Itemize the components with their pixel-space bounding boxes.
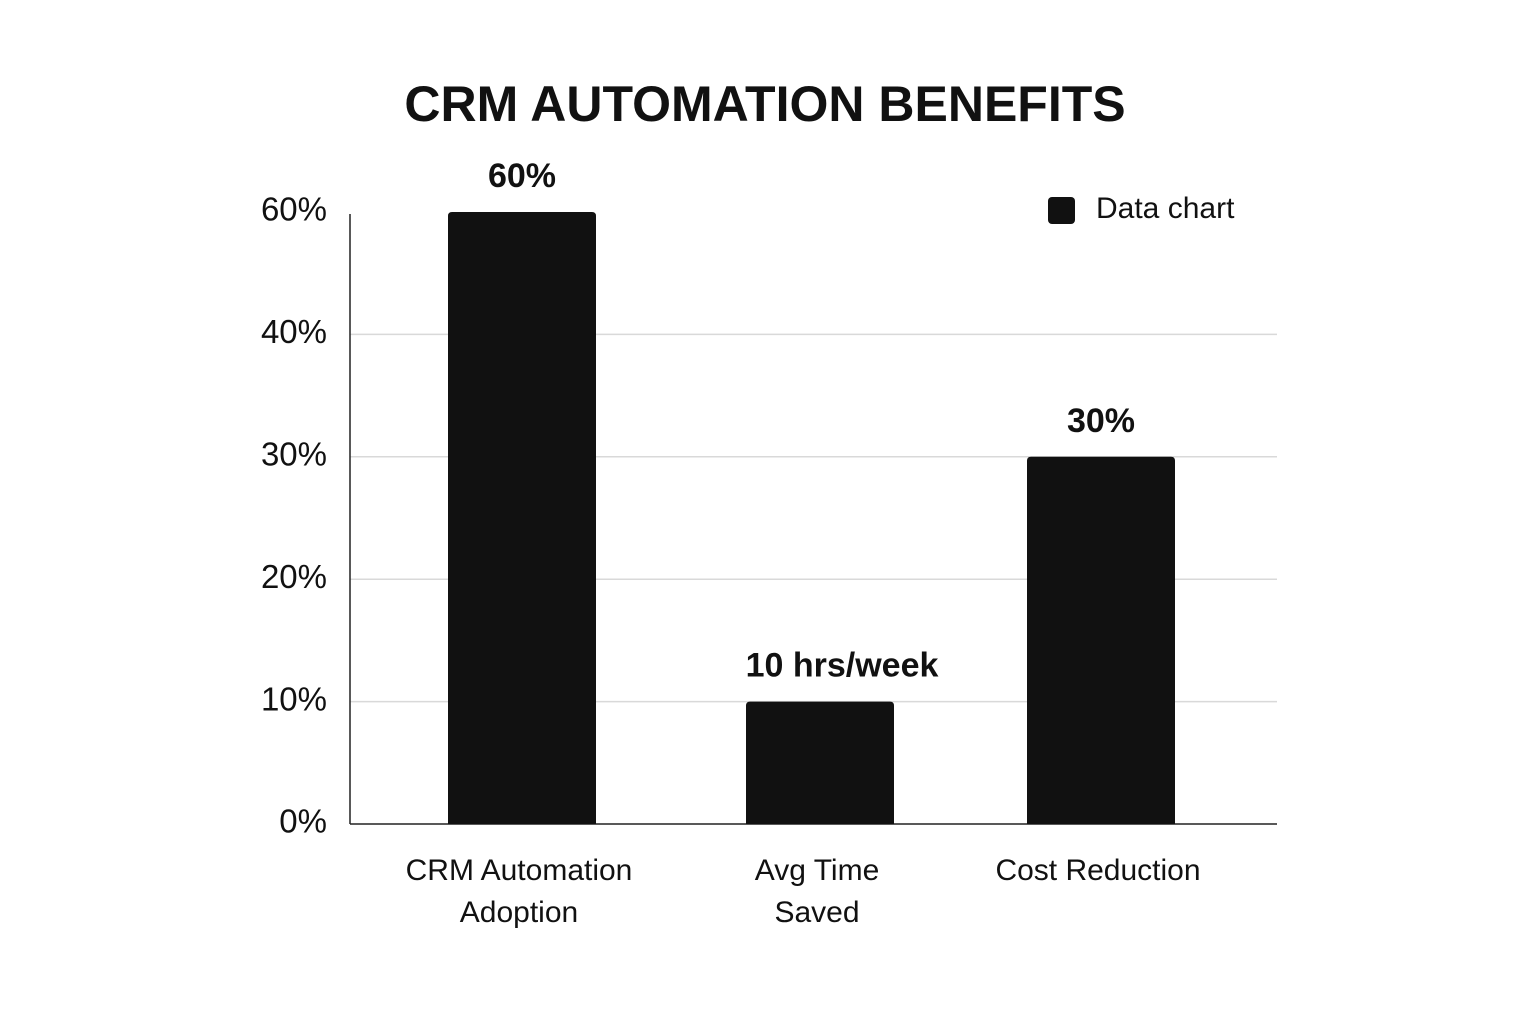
bar: [1027, 456, 1175, 824]
y-tick-label: 60%: [261, 191, 327, 228]
x-tick-label: Avg Time Saved: [755, 854, 880, 929]
legend-label: Data chart: [1096, 192, 1235, 225]
x-tick-label: Cost Reduction: [995, 854, 1200, 887]
value-label: 60%: [488, 157, 556, 195]
x-tick-label: CRM Automation Adoption: [406, 854, 633, 929]
legend-swatch: [1048, 197, 1075, 224]
y-tick-label: 0%: [279, 803, 327, 840]
y-tick-label: 40%: [261, 313, 327, 350]
value-label: 10 hrs/week: [746, 647, 939, 685]
y-tick-label: 30%: [261, 436, 327, 473]
bar: [448, 212, 596, 824]
y-tick-label: 10%: [261, 680, 327, 717]
chart-title: CRM AUTOMATION BENEFITS: [404, 76, 1125, 132]
bar: [746, 701, 894, 824]
y-tick-label: 20%: [261, 558, 327, 595]
value-label: 30%: [1067, 402, 1135, 440]
